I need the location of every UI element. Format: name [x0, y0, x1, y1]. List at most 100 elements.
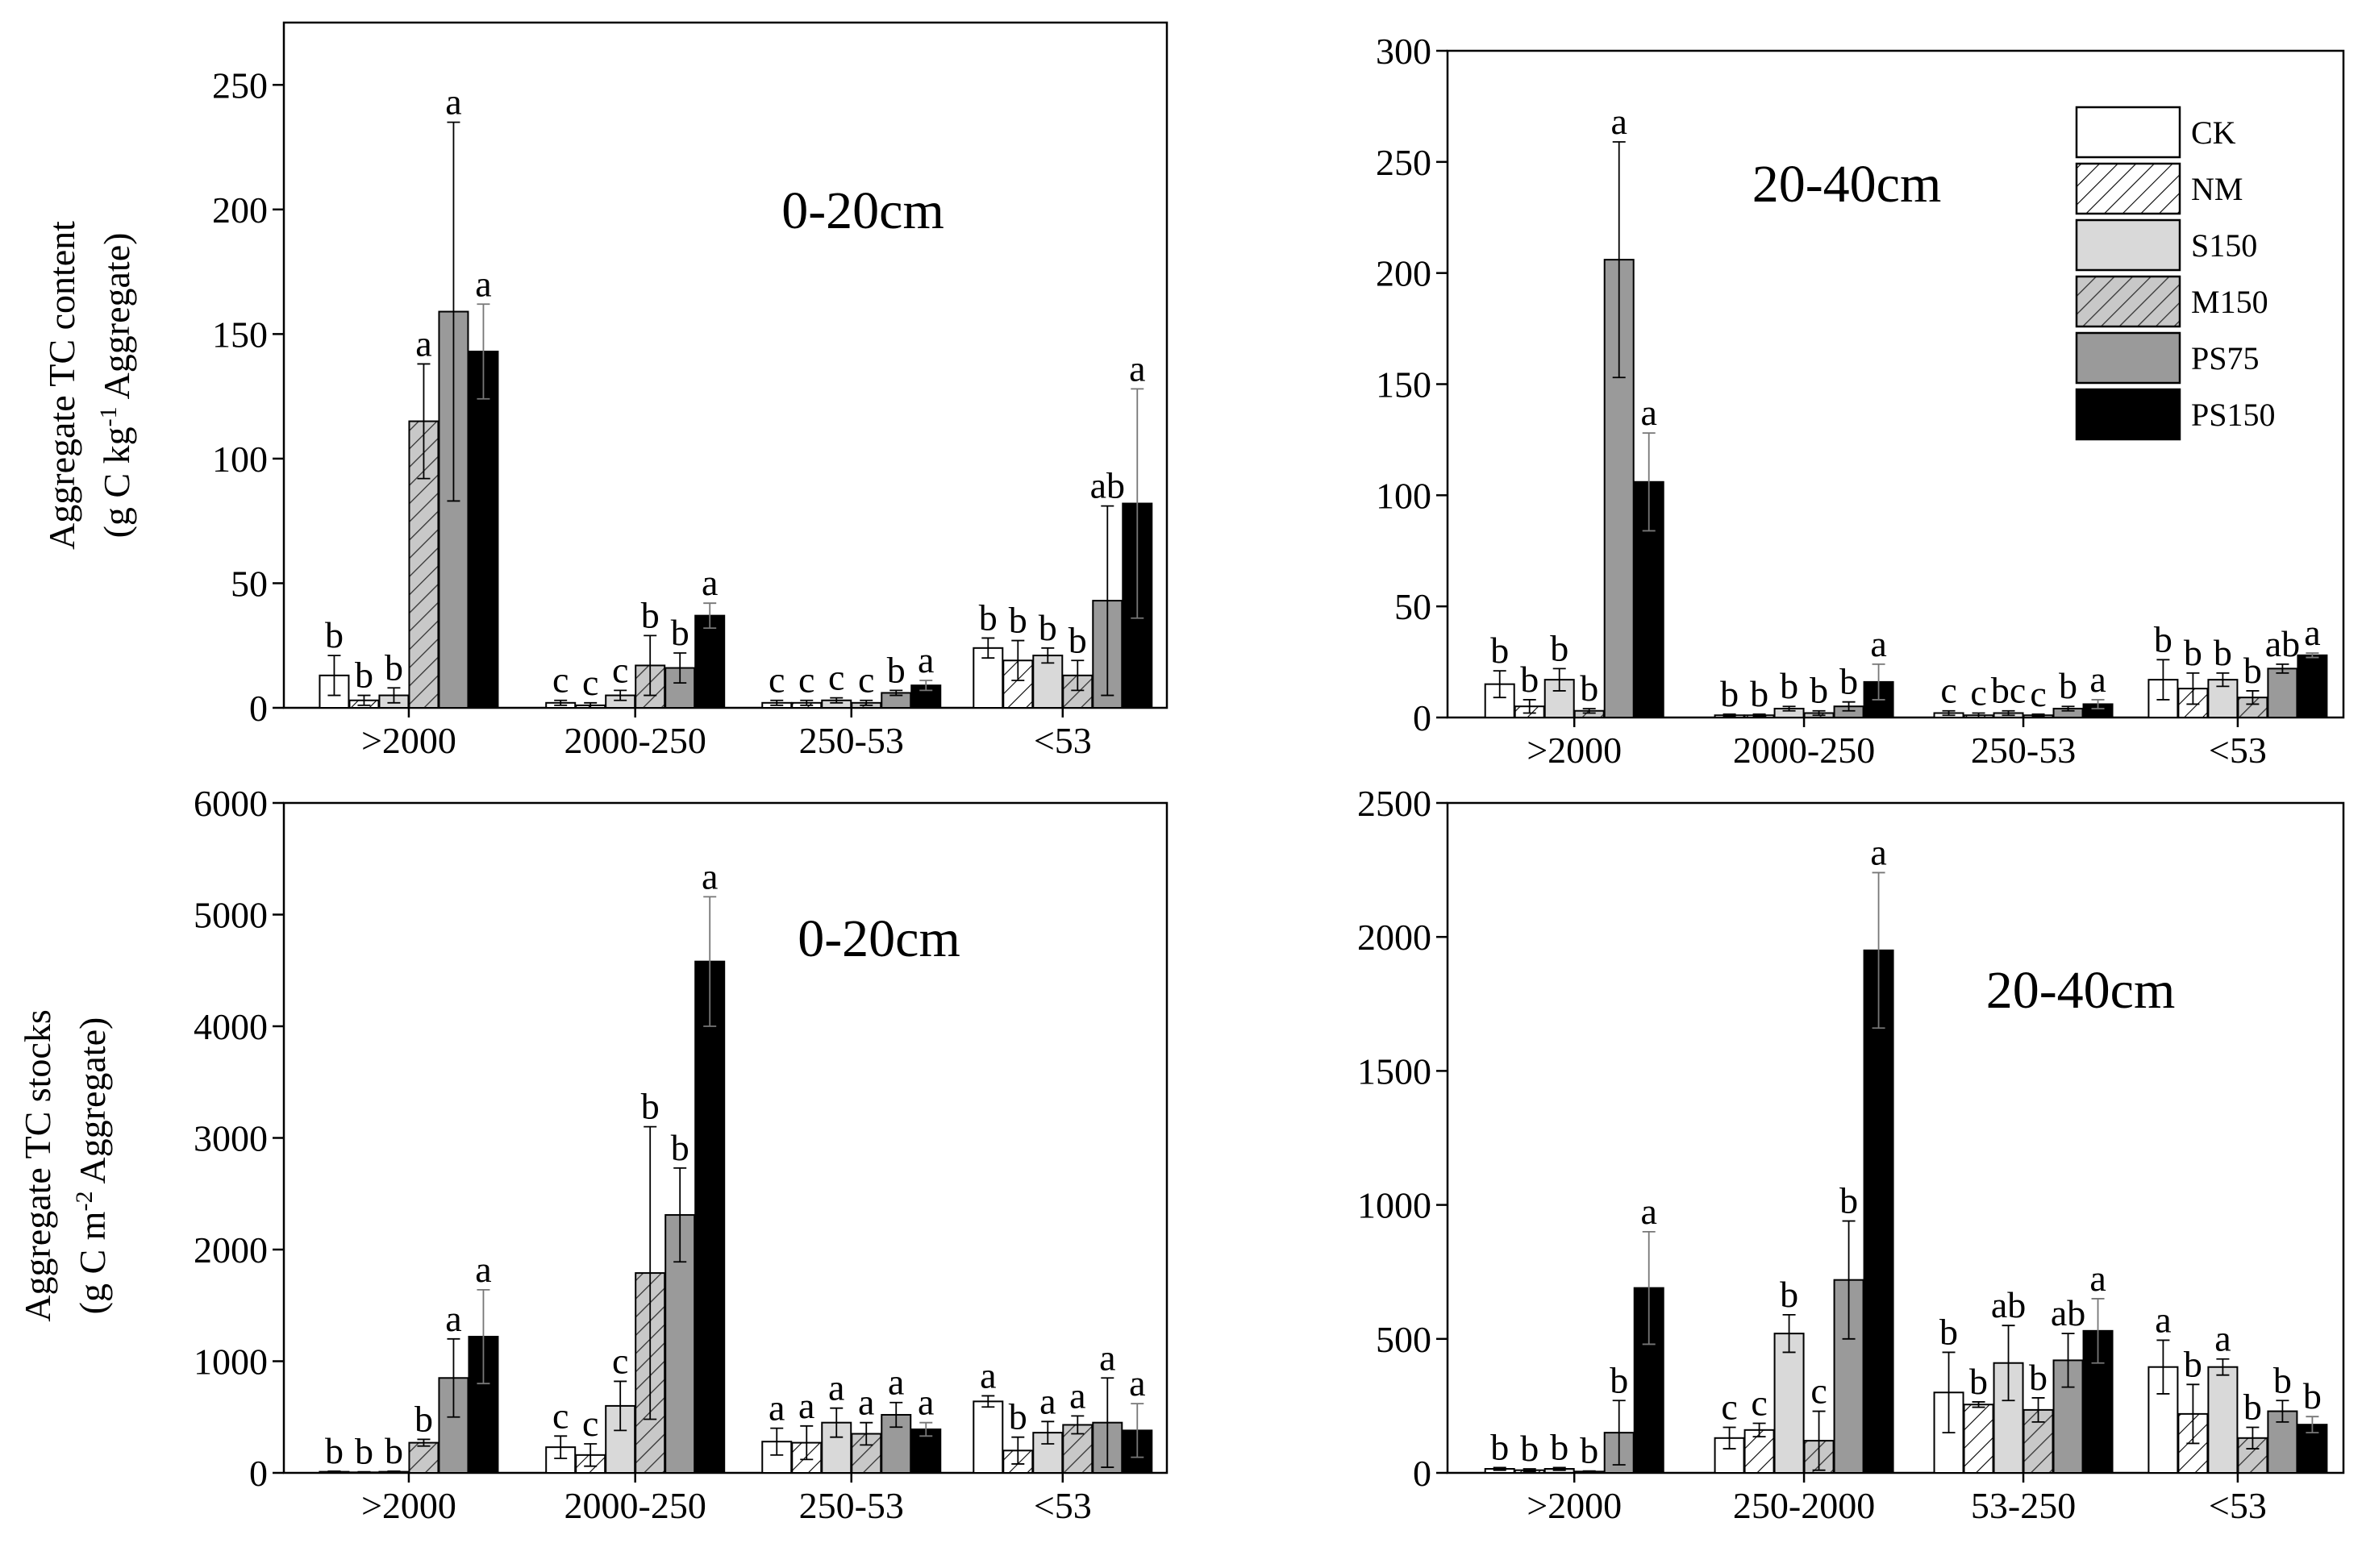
significance-letter: a — [798, 1385, 814, 1426]
plot-frame — [1446, 801, 2345, 1474]
significance-letter: a — [1640, 1191, 1656, 1232]
significance-letter: b — [2184, 632, 2202, 673]
legend-label-S150: S150 — [2191, 227, 2257, 264]
significance-letter: b — [1550, 1426, 1568, 1467]
significance-letter: b — [641, 594, 660, 635]
legend-label-M150: M150 — [2191, 284, 2268, 320]
significance-letter: a — [1129, 1362, 1145, 1404]
significance-letter: b — [1580, 1430, 1598, 1471]
bar-S150 — [2207, 1366, 2239, 1474]
bar-PS75 — [2267, 668, 2298, 718]
significance-letter: c — [1940, 670, 1956, 711]
y-tick-label: 100 — [212, 439, 268, 480]
legend-label-CK: CK — [2191, 114, 2236, 151]
significance-letter: b — [1520, 659, 1539, 700]
significance-letter: c — [612, 1340, 628, 1381]
significance-letter: a — [2214, 1318, 2231, 1359]
y-tick-label: 0 — [249, 1453, 268, 1494]
significance-letter: b — [1780, 665, 1798, 706]
significance-letter: c — [552, 659, 569, 701]
y-tick-label: 250 — [1376, 142, 1431, 183]
bar-NM — [1963, 1404, 1994, 1474]
significance-letter: b — [1780, 1274, 1798, 1315]
significance-letter: a — [2089, 659, 2106, 700]
bar-PS150 — [468, 351, 499, 709]
y-tick-label: 3000 — [194, 1118, 268, 1159]
significance-letter: b — [2243, 650, 2262, 691]
depth-label: 0-20cm — [781, 181, 944, 240]
significance-letter: b — [2214, 632, 2232, 673]
bar-PS150 — [694, 614, 726, 709]
depth-label: 0-20cm — [798, 909, 960, 968]
y-tick-label: 2000 — [1357, 917, 1431, 958]
significance-letter: b — [385, 1430, 403, 1471]
significance-letter: b — [1839, 1180, 1858, 1221]
significance-letter: b — [979, 597, 998, 638]
significance-letter: c — [582, 1403, 598, 1444]
significance-letter: b — [1039, 607, 1057, 648]
significance-letter: c — [582, 662, 598, 703]
significance-letter: a — [918, 639, 934, 680]
significance-letter: a — [415, 322, 431, 364]
significance-letter: b — [414, 1398, 433, 1439]
x-tick-label: <53 — [2209, 730, 2267, 771]
significance-letter: b — [1490, 630, 1509, 671]
significance-letter: c — [858, 659, 874, 701]
legend-swatch-CK — [2075, 106, 2181, 159]
plot-frame — [282, 21, 1169, 709]
y-tick-label: 200 — [212, 189, 268, 231]
significance-letter: a — [702, 562, 718, 603]
significance-letter: b — [671, 612, 689, 653]
significance-letter: ab — [1991, 1284, 2026, 1325]
bar-PS150 — [2297, 654, 2328, 719]
bar-PS150 — [694, 960, 726, 1474]
significance-letter: b — [2184, 1343, 2202, 1384]
significance-letter: b — [2243, 1386, 2262, 1427]
significance-letter: a — [1640, 392, 1656, 433]
significance-letter: c — [1810, 1370, 1827, 1412]
significance-letter: b — [2303, 1375, 2322, 1416]
significance-letter: b — [1580, 668, 1598, 709]
significance-letter: b — [2059, 665, 2077, 706]
y-axis-label-stocks-units: (g C m-2 Aggregate) — [71, 1017, 114, 1315]
y-axis-label-content: Aggregate TC content — [41, 221, 82, 550]
depth-label: 20-40cm — [1752, 155, 1942, 214]
y-tick-label: 2500 — [1357, 783, 1431, 824]
y-tick-label: 250 — [212, 64, 268, 106]
significance-letter: a — [475, 263, 491, 304]
y-tick-label: 100 — [1376, 475, 1431, 516]
significance-letter: b — [1490, 1426, 1509, 1467]
y-tick-label: 0 — [1413, 1453, 1431, 1494]
significance-letter: a — [2304, 612, 2320, 653]
legend-label-PS75: PS75 — [2191, 340, 2260, 376]
y-tick-label: 1000 — [1357, 1185, 1431, 1226]
significance-letter: a — [1610, 101, 1627, 142]
y-tick-label: 0 — [1413, 697, 1431, 738]
x-tick-label: <53 — [2209, 1485, 2267, 1526]
significance-letter: b — [1069, 619, 1087, 660]
legend-label-NM: NM — [2191, 171, 2243, 207]
y-tick-label: 150 — [1376, 364, 1431, 406]
x-tick-label: <53 — [1034, 720, 1092, 761]
x-tick-label: <53 — [1034, 1485, 1092, 1526]
legend-swatch-NM — [2075, 162, 2181, 215]
significance-letter: c — [769, 659, 785, 701]
significance-letter: b — [1939, 1311, 1958, 1352]
significance-letter: c — [1721, 1386, 1737, 1427]
significance-letter: c — [1751, 1383, 1767, 1424]
significance-letter: a — [2089, 1258, 2106, 1299]
depth-label: 20-40cm — [1986, 961, 2176, 1020]
legend-swatch-M150 — [2075, 275, 2181, 328]
bar-PS150 — [1863, 949, 1894, 1474]
significance-letter: a — [475, 1249, 491, 1290]
legend-label-PS150: PS150 — [2191, 397, 2276, 433]
significance-letter: c — [612, 649, 628, 690]
significance-letter: b — [1969, 1361, 1988, 1402]
significance-letter: a — [1870, 831, 1886, 872]
significance-letter: b — [1839, 661, 1858, 702]
x-tick-label: 250-53 — [1971, 730, 2076, 771]
significance-letter: c — [828, 657, 844, 698]
significance-letter: b — [1720, 673, 1739, 714]
significance-letter: bc — [1991, 670, 2026, 711]
